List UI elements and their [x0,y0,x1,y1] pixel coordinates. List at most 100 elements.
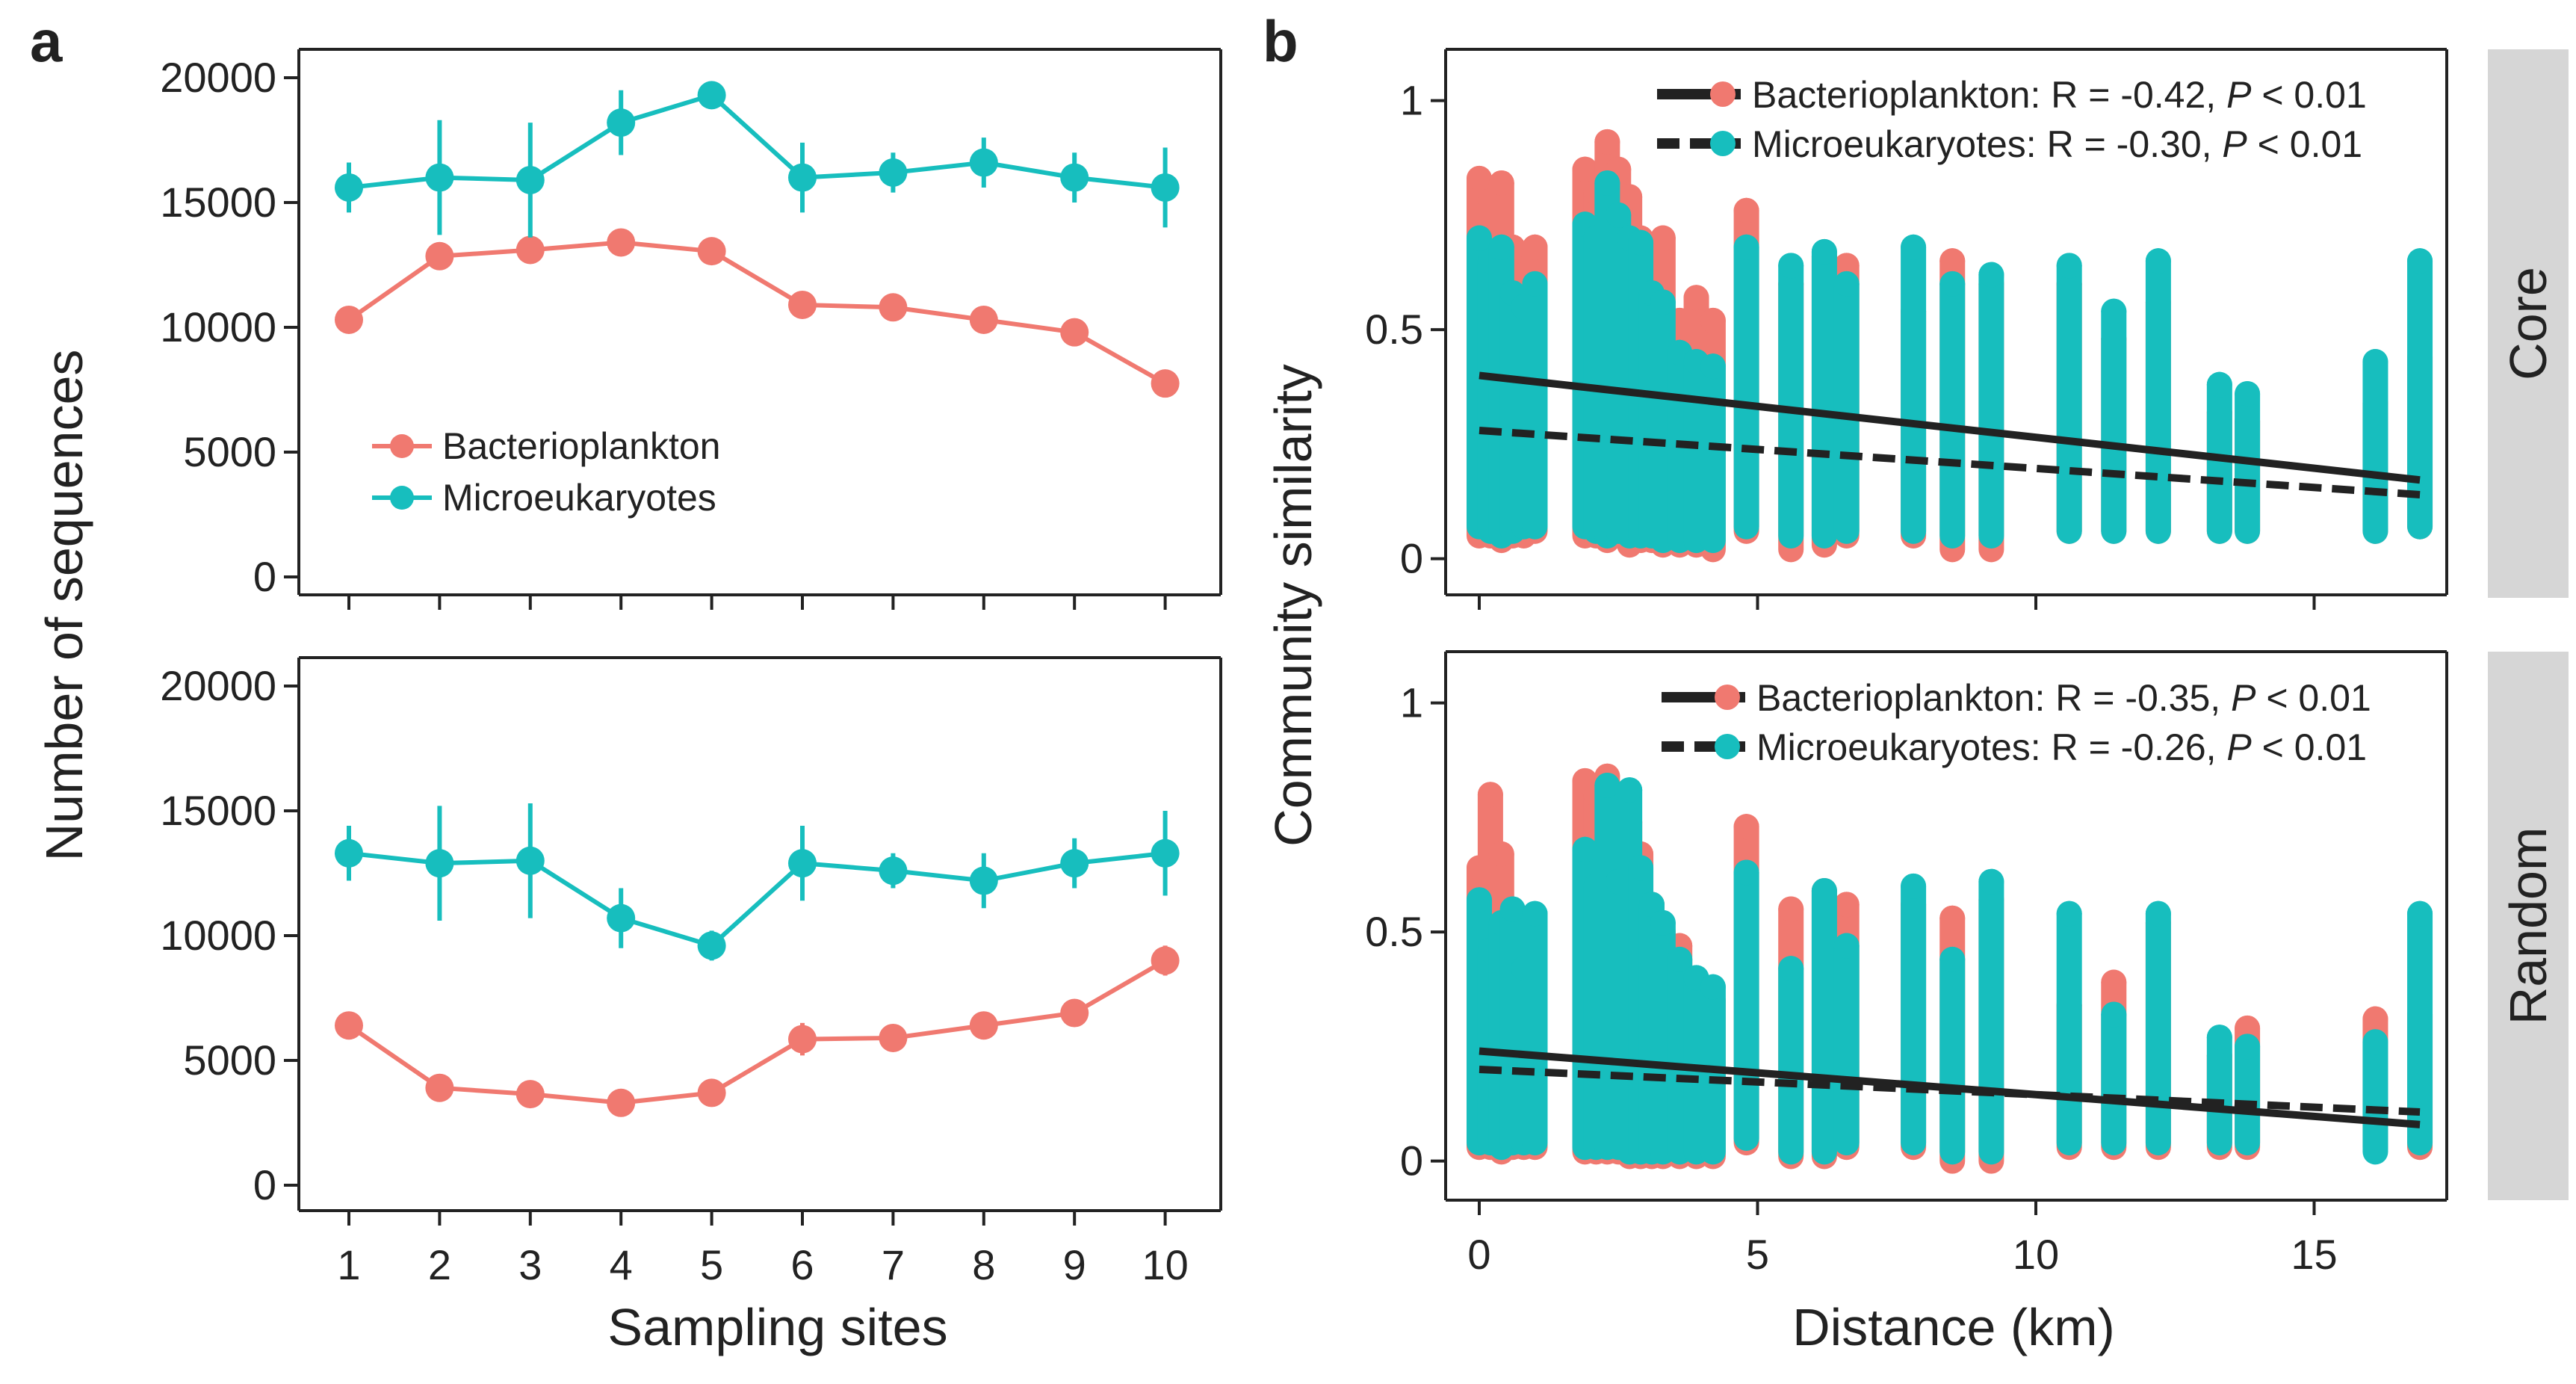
b-random-point-max-micro [1522,900,1548,927]
b-core-point-max-bacterio [1488,170,1514,196]
a-core-point-micro [607,108,636,138]
strip-random [2488,652,2569,1200]
a-core-ytick-label: 10000 [160,303,276,350]
b-random-point-max-micro [1733,859,1759,886]
b-core-fit-line-micro [1479,426,2421,498]
b-core-legend-bacterio-text: Bacterioplankton: R = -0.42, P < 0.01 [1752,74,2367,116]
b-core-point-max-micro [1700,353,1726,380]
a-random-point-micro [969,866,998,895]
a-core-point-bacterio [607,228,636,257]
a-legend-bacterio-marker [390,434,414,458]
strip-random-label: Random [2499,827,2557,1025]
b-random-point-max-micro [1467,887,1492,913]
b-core-point-max-bacterio [1700,307,1726,333]
b-core-point-max-micro [2056,253,2082,279]
a-x-axis-label: Sampling sites [607,1298,947,1356]
a-legend: Bacterioplankton Microeukaryotes [372,425,720,519]
a-random-xtick-label: 3 [518,1241,542,1288]
a-random-point-bacterio [607,1088,636,1117]
b-random-point-max-micro [2056,900,2082,927]
b-random-ytick-label: 0.5 [1365,908,1423,955]
a-core-ytick-label: 5000 [183,428,276,475]
chart-a-core: 0 5000 10000 15000 20000 [160,48,1222,610]
a-random-point-bacterio [969,1011,998,1040]
panel-label-b: b [1263,8,1298,74]
b-core-legend-micro-marker [1710,131,1736,156]
a-core-point-bacterio [515,235,545,265]
a-legend-micro-label: Microeukaryotes [442,477,716,519]
a-core-point-micro [335,173,363,202]
b-core-legend-bacterio-marker [1710,81,1736,107]
b-random-point-max-micro [2362,1029,2388,1055]
a-random-point-bacterio [879,1023,908,1052]
a-random-point-micro [335,838,363,868]
b-core-point-max-micro [1650,289,1676,315]
b-random-point-max-micro [1778,956,1804,982]
b-core-point-max-micro [1939,271,1966,297]
b-random-point-max-bacterio [2101,969,2127,995]
a-random-ytick-label: 15000 [160,787,276,834]
a-random-point-micro [515,846,545,875]
a-core-point-bacterio [879,293,908,322]
a-core-point-bacterio [788,290,817,319]
b-core-point-max-micro [1778,253,1804,279]
b-core-point-max-bacterio [1650,225,1676,251]
a-random-xtick-label: 2 [428,1241,451,1288]
b-core-point-max-micro [2362,349,2388,375]
a-random-ytick-label: 0 [253,1161,276,1208]
a-random-point-micro [788,849,817,878]
a-random-xtick-label: 7 [882,1241,905,1288]
b-random-point-max-micro [1978,868,2004,895]
b-random-point-max-micro [1939,946,1966,972]
b-random-point-max-bacterio [1939,905,1966,931]
b-random-point-max-micro [1572,836,1598,862]
a-random-ytick-label: 10000 [160,912,276,959]
b-random-point-max-bacterio [1778,896,1804,922]
a-core-line-micro [348,93,1165,190]
b-core-point-max-bacterio [1522,234,1548,260]
b-core-point-max-micro [2101,298,2127,324]
b-random-point-max-bacterio [2362,1006,2388,1032]
b-random-point-max-bacterio [1477,782,1503,808]
b-core-point-max-bacterio [1572,156,1598,182]
b-core-point-max-bacterio [1733,197,1759,223]
a-core-ytick-label: 20000 [160,54,276,101]
a-core-point-micro [1151,173,1180,202]
b-random-legend-bacterio-text: Bacterioplankton: R = -0.35, P < 0.01 [1756,677,2371,719]
b-random-legend-micro-marker [1715,734,1740,759]
b-random-xtick-label: 5 [1746,1231,1769,1278]
b-random-point-max-micro [2101,1001,2127,1028]
b-core-point-max-micro [1594,170,1620,196]
b-core-fit-line-bacterio [1479,371,2421,484]
strip-core-label: Core [2499,267,2557,380]
a-legend-micro-marker [390,486,414,510]
a-random-point-bacterio [788,1025,817,1054]
a-random-point-bacterio [515,1080,545,1109]
b-random-point-max-micro [2145,900,2171,927]
chart-b-core: 00.51 [1365,48,2448,610]
b-core-point-max-micro [1833,271,1860,297]
a-y-axis-label: Number of sequences [35,350,93,862]
b-core-point-max-bacterio [1467,165,1492,191]
b-core-point-max-micro [1522,271,1548,297]
a-random-xtick-label: 8 [972,1241,995,1288]
a-random-xtick-label: 10 [1142,1241,1188,1288]
a-random-point-micro [425,849,454,878]
a-core-point-micro [879,158,908,187]
a-random-xtick-label: 9 [1063,1241,1086,1288]
b-core-point-max-bacterio [1617,184,1643,210]
a-random-point-micro [879,856,908,886]
b-core-point-max-micro [2235,380,2261,407]
a-random-line-bacterio [347,958,1167,1105]
a-random-point-bacterio [697,1078,726,1107]
b-random-point-max-micro [1700,974,1726,1000]
a-core-point-bacterio [335,305,363,334]
a-core-point-bacterio [1151,369,1180,398]
b-core-point-max-micro [1606,202,1632,228]
a-random-point-micro [1151,838,1180,868]
b-random-legend: Bacterioplankton: R = -0.35, P < 0.01 Mi… [1662,677,2371,768]
b-random-legend-micro-text: Microeukaryotes: R = -0.26, P < 0.01 [1756,726,2367,768]
b-random-xtick-label: 10 [2013,1231,2059,1278]
b-random-fit-line-micro [1479,1066,2421,1116]
